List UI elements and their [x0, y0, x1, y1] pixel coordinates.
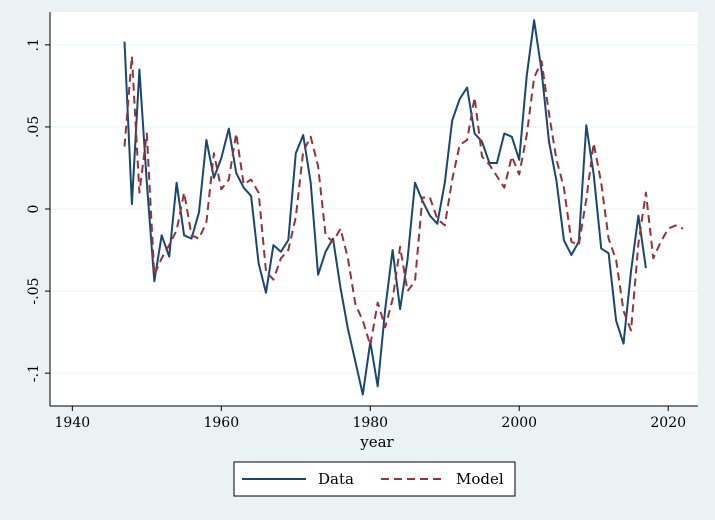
- series-line-model: [123, 55, 684, 347]
- series-lines: [123, 19, 684, 396]
- x-tick-label: 1960: [203, 415, 239, 431]
- x-axis-title: year: [359, 433, 394, 451]
- x-tick-label: 2020: [650, 415, 686, 431]
- y-tick-label: -.05: [26, 278, 42, 305]
- x-tick-label: 2000: [501, 415, 537, 431]
- legend-label-data: Data: [318, 470, 354, 488]
- y-tick-label: .05: [26, 116, 42, 138]
- series-line-data: [123, 19, 647, 396]
- y-tick-label: 0: [26, 205, 42, 214]
- gridlines: [50, 44, 698, 374]
- x-tick-label: 1940: [55, 415, 91, 431]
- legend: Data Model: [233, 461, 516, 497]
- axes: -.1 -.05 0 .05 .1 1940 1960 1980 2000 2020: [26, 12, 698, 431]
- y-tick-label: -.1: [26, 364, 42, 382]
- legend-label-model: Model: [456, 470, 504, 488]
- y-tick-label: .1: [26, 38, 42, 51]
- x-tick-label: 1980: [352, 415, 388, 431]
